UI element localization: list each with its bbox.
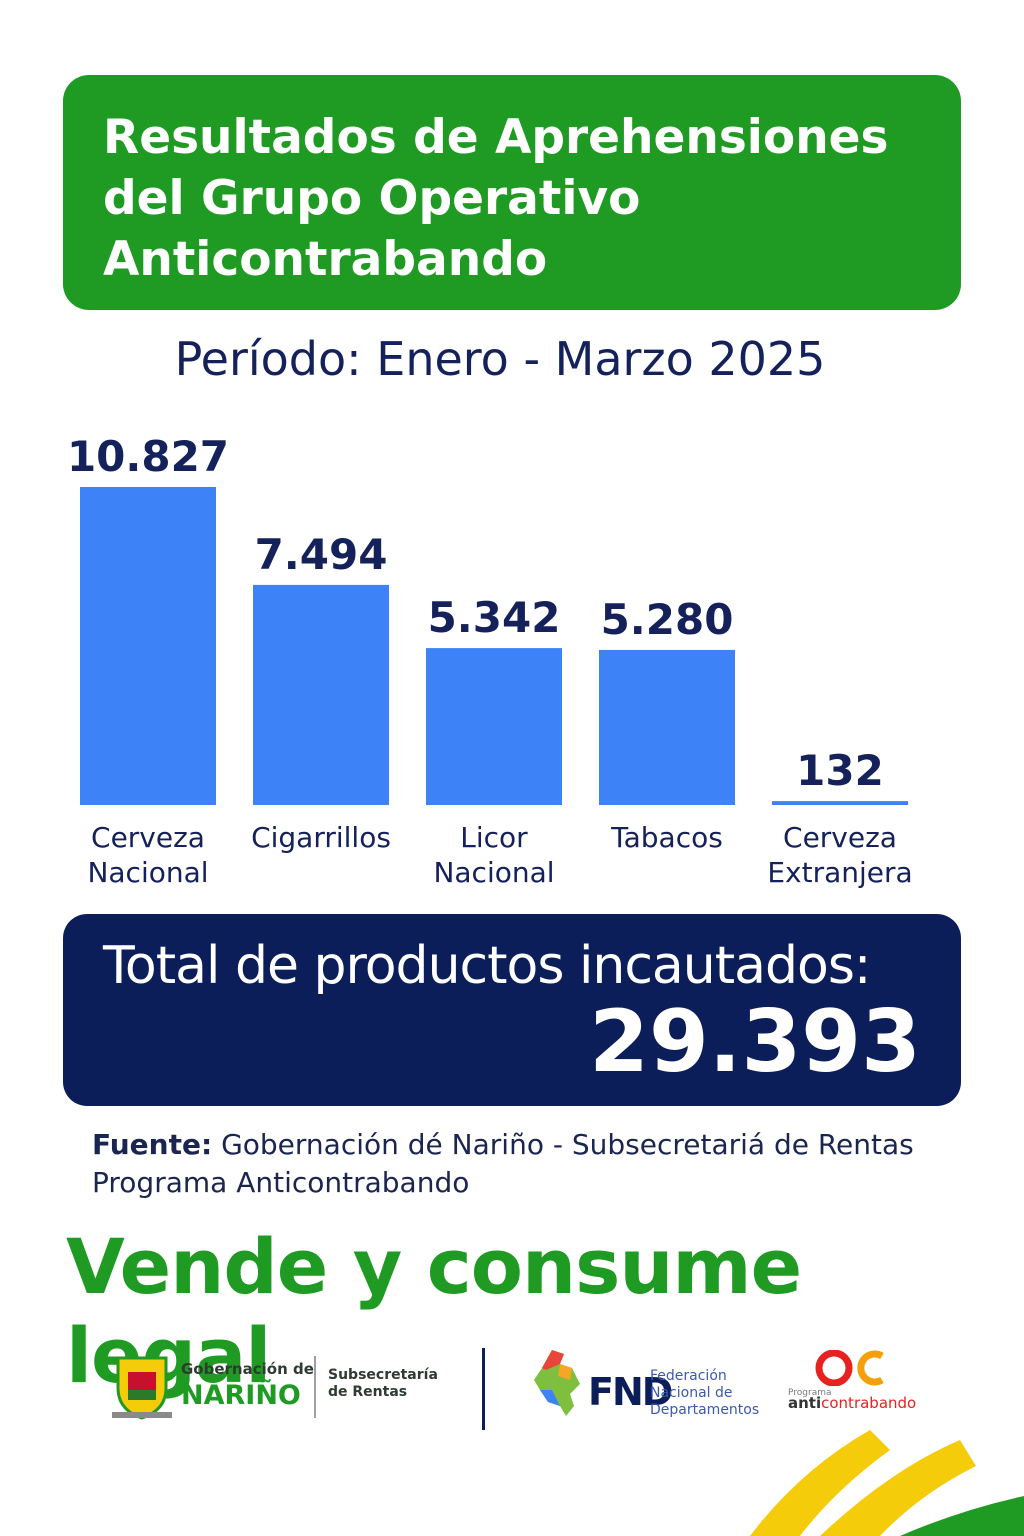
source-program: Programa Anticontrabando xyxy=(92,1166,470,1199)
source-label: Fuente: xyxy=(92,1128,213,1161)
gobernacion-label: Gobernación de xyxy=(181,1360,314,1378)
bar-value-label: 132 xyxy=(796,746,884,795)
category-label: Cerveza xyxy=(783,821,897,854)
source-text: Gobernación dé Nariño - Subsecretariá de… xyxy=(212,1128,914,1161)
divider xyxy=(482,1348,485,1430)
fnd-name: Federación Nacional de Departamentos xyxy=(650,1368,760,1418)
category-label: Tabacos xyxy=(610,821,723,854)
bar-value-label: 10.827 xyxy=(67,432,229,481)
bar-value-label: 5.280 xyxy=(601,595,734,644)
narino-shield-icon xyxy=(112,1356,172,1420)
bar xyxy=(426,648,562,805)
category-label: Cerveza xyxy=(91,821,205,854)
anticontrabando-label: anticontrabando xyxy=(788,1394,916,1412)
period-label: Período: Enero - Marzo 2025 xyxy=(174,332,826,386)
bar xyxy=(599,649,735,805)
logo-strip: Gobernación de NARIÑO Subsecretaría de R… xyxy=(0,1340,1024,1450)
subsecretaria-label: Subsecretaría de Rentas xyxy=(328,1367,438,1400)
anticontrabando-prefix: anti xyxy=(788,1394,822,1412)
colombia-map-icon xyxy=(534,1350,580,1416)
anticontrabando-logo-icon xyxy=(815,1350,884,1386)
bar xyxy=(80,487,216,805)
decorative-arcs xyxy=(750,1430,1024,1536)
divider xyxy=(314,1356,316,1418)
anticontrabando-suffix: contrabando xyxy=(821,1394,917,1412)
narino-label: NARIÑO xyxy=(181,1380,301,1411)
bar xyxy=(253,584,389,805)
page-title: Resultados de Aprehensiones del Grupo Op… xyxy=(103,110,889,287)
anticontrabando-small: Programa xyxy=(788,1388,832,1398)
total-panel: Total de productos incautados: 29.393 xyxy=(63,914,961,1106)
bar-value-label: 5.342 xyxy=(428,593,561,642)
category-label: Extranjera xyxy=(767,856,912,889)
bar-chart: 10.827CervezaNacional7.494Cigarrillos5.3… xyxy=(67,432,913,889)
bar-value-label: 7.494 xyxy=(255,530,388,579)
total-value: 29.393 xyxy=(589,992,921,1092)
category-label: Cigarrillos xyxy=(251,821,391,854)
fnd-abbreviation: FND xyxy=(588,1370,673,1414)
bar xyxy=(772,801,908,805)
category-label: Nacional xyxy=(87,856,208,889)
category-label: Licor xyxy=(460,821,528,854)
source-note: Fuente: Gobernación dé Nariño - Subsecre… xyxy=(92,1126,992,1202)
total-label: Total de productos incautados: xyxy=(103,936,871,996)
title-banner: Resultados de Aprehensiones del Grupo Op… xyxy=(63,75,961,310)
category-label: Nacional xyxy=(433,856,554,889)
slogan: Vende y consume legal xyxy=(66,1222,802,1400)
